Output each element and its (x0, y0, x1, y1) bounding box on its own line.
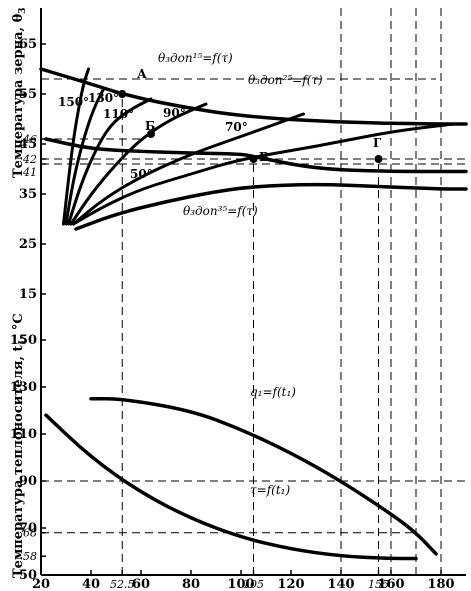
y-tick-label-top: 55 (19, 87, 37, 102)
y-tick-label-top: 25 (19, 237, 37, 252)
x-tick-label: 52.5 (110, 578, 135, 591)
x-tick-label: 160 (377, 577, 404, 591)
guide-lines (41, 8, 466, 575)
y-tick-label-top: 41 (22, 166, 37, 179)
label-pointB: Б (145, 119, 155, 133)
data-point (147, 130, 155, 138)
series-line (64, 87, 105, 226)
x-tick-label: 20 (32, 577, 50, 591)
y-tick-label-top: 65 (19, 37, 37, 52)
y-tick-label-bottom: 68 (23, 527, 37, 540)
series-line (69, 102, 208, 226)
label-temp150: 150° (58, 95, 89, 109)
x-tick-label: 120 (277, 577, 304, 591)
series-line (74, 182, 468, 231)
series-group (39, 67, 468, 561)
label-tau: τ=f(t₁) (250, 483, 290, 497)
y-tick-label-bottom: 150 (10, 333, 37, 348)
series-line (62, 67, 90, 226)
data-point (118, 90, 127, 98)
x-tick-label: 60 (132, 577, 150, 591)
y-tick-label-bottom: 130 (10, 380, 37, 395)
label-pointA: А (137, 67, 147, 81)
series-line (89, 397, 438, 556)
labels-group: θ₃доп¹⁵=f(τ) θ₃доп²⁵=f(τ) θ₃доп³⁵=f(τ) q₁=f… (58, 51, 382, 497)
y-tick-label-bottom: 70 (19, 521, 37, 536)
y-tick-label-bottom: 58 (23, 550, 37, 563)
series-line (44, 413, 418, 561)
y-axis-title-top: Температура зерна, θ3 (11, 7, 28, 178)
y-tick-label-top: 35 (19, 187, 37, 202)
y-tick-label-top: 45 (19, 137, 37, 152)
label-pointV: В (259, 150, 269, 164)
series-line (67, 97, 153, 226)
label-theta15: θ₃доп¹⁵=f(τ) (158, 51, 233, 65)
y-axis-title-bottom: Температура теплоносителя, t1, °C (11, 313, 28, 578)
label-temp90: 90° (163, 106, 186, 120)
label-pointG: Г (373, 136, 382, 150)
label-temp130: 130° (88, 91, 119, 105)
label-temp50: 50° (130, 167, 153, 181)
x-tick-label: 105 (243, 578, 264, 591)
x-tick-label: 80 (182, 577, 200, 591)
data-point (374, 155, 383, 163)
label-temp70: 70° (225, 120, 248, 134)
x-tick-label: 180 (427, 577, 454, 591)
label-theta35: θ₃доп³⁵=f(τ) (183, 204, 258, 218)
y-tick-label-bottom: 50 (19, 568, 37, 583)
x-tick-label: 40 (82, 577, 100, 591)
series-line (72, 122, 455, 226)
label-q1: q₁=f(t₁) (250, 385, 296, 399)
y-tick-label-bottom: 90 (19, 474, 37, 489)
label-temp110: 110° (103, 107, 134, 121)
series-line (72, 112, 305, 226)
x-tick-label: 155 (368, 578, 389, 591)
y-tick-label-top: 46 (22, 133, 37, 146)
x-tick-label: 140 (327, 577, 354, 591)
series-line (44, 137, 468, 174)
label-theta25: θ₃доп²⁵=f(τ) (248, 73, 323, 87)
data-point (249, 155, 258, 163)
points-group (118, 90, 383, 163)
y-tick-label-bottom: 110 (10, 427, 37, 442)
x-tick-label: 100 (227, 577, 254, 591)
y-tick-label-top: 15 (19, 287, 37, 302)
y-tick-label-top: 42 (22, 153, 37, 166)
